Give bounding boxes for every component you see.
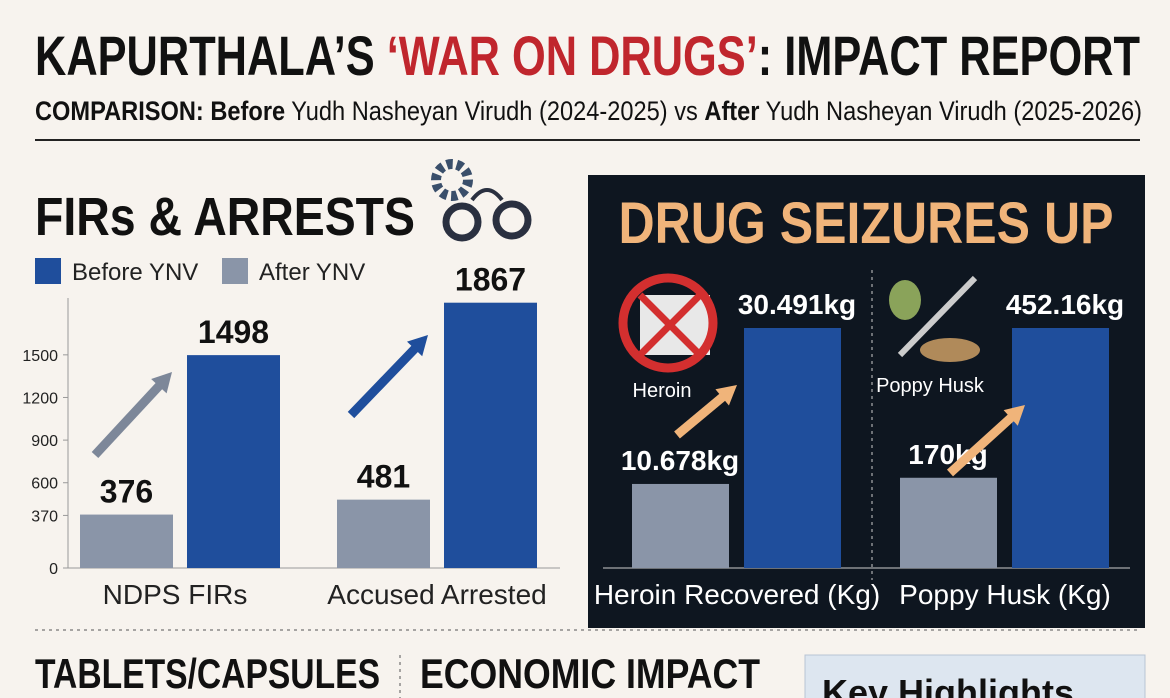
bar — [744, 328, 841, 568]
x-tick-label: Poppy Husk (Kg) — [899, 579, 1111, 610]
value-label: 481 — [357, 459, 410, 495]
chart-title: DRUG SEIZURES UP — [619, 191, 1114, 256]
y-tick-label: 1200 — [22, 390, 58, 407]
trend-arrow-head — [715, 385, 737, 406]
value-label: 30.491kg — [738, 289, 856, 320]
y-tick-label: 370 — [31, 508, 58, 525]
bar — [1012, 328, 1109, 568]
bar — [337, 499, 430, 568]
trend-arrow — [946, 411, 1017, 477]
icon-label: Poppy Husk — [876, 375, 985, 397]
highlights-box — [804, 654, 1146, 698]
title-part: KAPURTHALA’S — [35, 24, 387, 87]
y-tick-label: 600 — [31, 476, 58, 493]
y-tick-label: 1500 — [22, 348, 58, 365]
title: KAPURTHALA’S ‘WAR ON DRUGS’: IMPACT REPO… — [35, 24, 1140, 87]
section-title: Key Highlights — [822, 672, 1074, 698]
chart-title: FIRs & ARRESTS — [35, 187, 415, 247]
value-label: 452.16kg — [1006, 289, 1124, 320]
section-title: TABLETS/CAPSULES — [35, 650, 380, 697]
icon-label: Heroin — [633, 380, 692, 402]
legend-swatch — [35, 258, 61, 284]
trend-arrow — [347, 343, 420, 419]
subtitle-part: Before — [210, 96, 285, 126]
y-tick-label: 900 — [31, 433, 58, 450]
trend-arrow-head — [1003, 405, 1025, 426]
trend-arrow-head — [407, 335, 428, 357]
subtitle: COMPARISON: Before Yudh Nasheyan Virudh … — [35, 96, 1142, 126]
x-tick-label: NDPS FIRs — [103, 579, 248, 610]
subtitle-part: COMPARISON: — [35, 96, 210, 126]
section-title: ECONOMIC IMPACT — [420, 650, 760, 697]
subtitle-part: After — [704, 96, 760, 126]
legend-label: After YNV — [259, 259, 365, 286]
bar — [444, 302, 537, 568]
poppy-icon — [889, 275, 980, 362]
trend-arrow — [674, 389, 731, 439]
trend-arrow-head — [151, 372, 172, 394]
bar — [900, 477, 997, 568]
value-label: 1867 — [455, 262, 526, 298]
title-accent: ‘WAR ON DRUGS’ — [387, 24, 758, 87]
title-part: : IMPACT REPORT — [758, 24, 1140, 87]
value-label: 376 — [100, 474, 153, 510]
trend-arrow — [91, 381, 164, 459]
bar — [187, 355, 280, 568]
heroin-icon — [618, 273, 718, 373]
subtitle-part: Yudh Nasheyan Virudh (2025-2026) — [760, 96, 1142, 126]
legend-label: Before YNV — [72, 259, 198, 286]
bar — [80, 514, 173, 568]
legend-swatch — [222, 258, 248, 284]
x-tick-label: Heroin Recovered (Kg) — [594, 579, 880, 610]
value-label: 10.678kg — [621, 445, 739, 476]
x-tick-label: Accused Arrested — [327, 579, 546, 610]
y-tick-label: 0 — [49, 561, 58, 578]
handcuff-icon — [431, 159, 532, 242]
value-label: 1498 — [198, 314, 269, 350]
bar — [632, 483, 729, 568]
subtitle-part: Yudh Nasheyan Virudh (2024-2025) vs — [285, 96, 704, 126]
